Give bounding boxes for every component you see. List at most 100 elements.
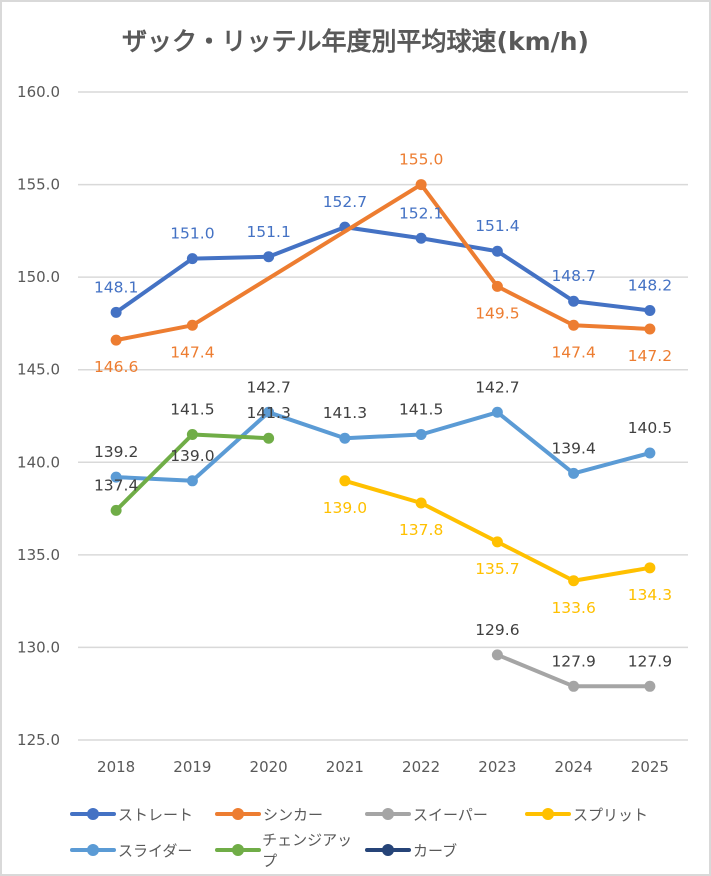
data-point [186,319,198,331]
data-point [110,471,122,483]
x-tick-label: 2024 [555,758,593,776]
legend-row: スライダー チェンジアップ カーブ [70,829,690,871]
data-label: 148.7 [551,267,595,285]
data-point [491,245,503,257]
data-label: 142.7 [475,378,519,396]
legend-row: ストレート シンカー スイーパー スプリット [70,796,690,832]
x-tick-label: 2025 [631,758,669,776]
data-point [415,179,427,191]
data-label: 134.3 [628,586,672,604]
y-tick-label: 135.0 [17,546,60,564]
series-line [114,410,652,483]
y-tick-label: 160.0 [17,83,60,101]
y-tick-label: 140.0 [17,453,60,471]
data-label: 152.1 [399,204,443,222]
legend-marker-icon [70,808,116,820]
data-label: 141.3 [323,404,367,422]
data-label: 139.2 [94,443,138,461]
legend-item: カーブ [365,840,485,861]
gridlines [78,91,688,741]
x-tick-label: 2019 [173,758,211,776]
data-point [644,323,656,335]
data-label: 151.0 [170,225,214,243]
data-label: 137.4 [94,476,138,494]
y-tick-label: 130.0 [17,638,60,656]
x-tick-label: 2018 [97,758,135,776]
data-label: 133.6 [551,599,595,617]
legend: ストレート シンカー スイーパー スプリット スライダー チェンジアップ カーブ [70,796,690,871]
data-point [110,504,122,516]
data-point [415,497,427,509]
data-label: 139.0 [170,447,214,465]
legend-label: チェンジアップ [262,831,353,870]
legend-marker-icon [525,808,571,820]
data-label: 127.9 [628,652,672,670]
y-tick-label: 150.0 [17,268,60,286]
data-label: 147.4 [551,343,595,361]
data-label: 141.5 [399,401,443,419]
data-point [339,432,351,444]
data-labels: 148.1 151.0 151.1 152.7 152.1 151.4 148.7 148.2… [94,151,672,671]
legend-item: シンカー [215,804,365,825]
legend-item: ストレート [70,804,215,825]
data-point [186,253,198,265]
data-point [644,447,656,459]
data-label: 139.4 [551,439,595,457]
legend-marker-icon [365,808,411,820]
data-point [263,406,275,418]
legend-label: カーブ [413,841,458,860]
legend-marker-icon [365,844,411,856]
series-5 [110,429,275,516]
data-label: 142.7 [246,378,290,396]
data-point [568,319,580,331]
series-1 [110,179,656,346]
data-point [263,251,275,263]
data-label: 141.3 [246,404,290,422]
data-point [186,475,198,487]
data-label: 141.5 [170,401,214,419]
data-label: 155.0 [399,151,443,169]
legend-item: チェンジアップ [215,829,365,871]
data-point [491,649,503,661]
data-point [110,306,122,318]
legend-label: ストレート [118,805,194,824]
data-label: 127.9 [551,652,595,670]
x-tick-label: 2022 [402,758,440,776]
x-tick-label: 2021 [326,758,364,776]
data-point [186,429,198,441]
data-point [644,562,656,574]
data-point [415,232,427,244]
data-label: 129.6 [475,621,519,639]
data-label: 151.4 [475,217,519,235]
y-tick-label: 155.0 [17,176,60,194]
data-label: 147.4 [170,343,214,361]
data-point [263,432,275,444]
data-label: 151.1 [246,223,290,241]
legend-item: スライダー [70,840,215,861]
data-label: 152.7 [323,193,367,211]
y-tick-label: 125.0 [17,731,60,749]
series-3 [339,475,656,587]
data-label: 146.6 [94,358,138,376]
series-line [114,182,652,343]
x-axis-ticks: 2018 2019 2020 2021 2022 2023 2024 2025 [97,758,669,776]
series-layer [110,179,656,692]
y-axis-ticks: 160.0 155.0 150.0 145.0 140.0 135.0 130.0 125.0 [17,83,60,749]
data-label: 149.5 [475,304,519,322]
series-2 [491,649,656,692]
data-point [568,680,580,692]
data-label: 139.0 [323,499,367,517]
data-point [568,575,580,587]
x-tick-label: 2023 [478,758,516,776]
legend-marker-icon [215,808,261,820]
data-point [568,295,580,307]
series-line [114,225,652,315]
chart-title: ザック・リッテル年度別平均球速(km/h) [122,27,589,56]
data-point [491,280,503,292]
data-label: 148.1 [94,278,138,296]
x-tick-label: 2020 [250,758,288,776]
data-point [568,467,580,479]
legend-label: スプリット [573,805,649,824]
data-point [644,304,656,316]
